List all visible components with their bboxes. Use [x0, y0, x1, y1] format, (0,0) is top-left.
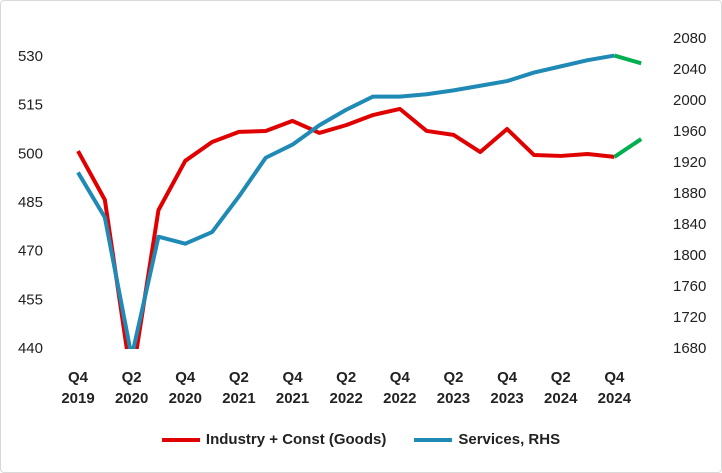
y-tick-label: 500	[18, 145, 43, 162]
legend: Industry + Const (Goods) Services, RHS	[1, 431, 721, 448]
x-tick-label: Q4 2020	[168, 369, 202, 407]
x-tick-label: Q2 2021	[222, 369, 256, 407]
y2-tick-label: 2040	[673, 61, 706, 78]
x-tick-label: Q4 2022	[383, 369, 417, 407]
y2-tick-label: 1680	[673, 340, 706, 357]
y2-tick-label: 1920	[673, 154, 706, 171]
x-tick-label: Q2 2023	[436, 369, 471, 407]
y-tick-label: 515	[18, 97, 43, 114]
forecast-line	[613, 137, 643, 159]
y2-tick-label: 1880	[673, 185, 706, 202]
y2-tick-label: 1760	[673, 278, 706, 295]
y2-tick-label: 2080	[673, 30, 706, 47]
legend-label: Services, RHS	[458, 431, 561, 448]
y2-tick-label: 1800	[673, 247, 706, 264]
legend-item: Services, RHS	[414, 431, 560, 448]
x-tick-label: Q4 2023	[490, 369, 524, 407]
x-tick-label: Q2 2022	[329, 369, 363, 407]
y-tick-label: 470	[18, 243, 43, 260]
legend-label: Industry + Const (Goods)	[205, 431, 387, 448]
y-tick-label: 530	[18, 48, 43, 65]
x-tick-label: Q4 2021	[275, 369, 310, 407]
y2-tick-label: 1720	[673, 309, 706, 326]
lines	[76, 53, 643, 349]
x-tick-label: Q2 2020	[114, 369, 149, 407]
y-tick-label: 485	[18, 194, 43, 211]
series-line	[76, 53, 615, 349]
forecast-line	[613, 53, 642, 66]
y2-tick-label: 2000	[673, 92, 706, 109]
legend-swatch	[414, 437, 453, 442]
legend-swatch	[161, 437, 200, 442]
y2-tick-label: 1840	[673, 216, 706, 233]
x-tick-label: Q4 2024	[597, 369, 632, 407]
y-tick-label: 440	[18, 340, 43, 357]
legend-item: Industry + Const (Goods)	[161, 431, 387, 448]
y-tick-label: 455	[18, 291, 43, 308]
x-tick-label: Q2 2024	[544, 369, 578, 407]
series-line	[76, 106, 615, 349]
x-tick-label: Q4 2019	[61, 369, 95, 407]
y2-tick-label: 1960	[673, 123, 706, 140]
